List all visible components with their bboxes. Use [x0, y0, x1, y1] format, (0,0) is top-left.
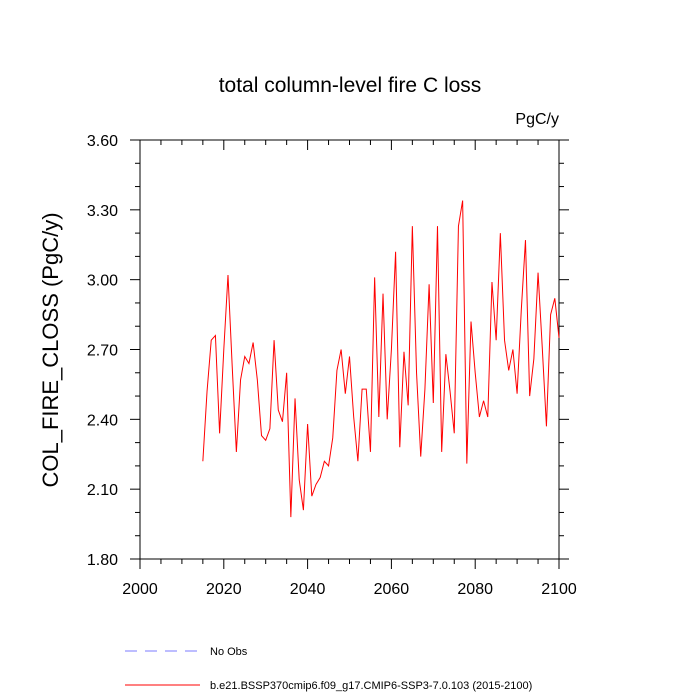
y-tick-label: 3.30 [87, 203, 118, 220]
y-axis-label: COL_FIRE_CLOSS (PgC/y) [38, 212, 63, 487]
legend-label: No Obs [210, 646, 248, 658]
series-line [202, 200, 560, 518]
y-tick-label: 2.10 [87, 482, 118, 499]
y-tick-label: 3.00 [87, 273, 118, 290]
x-tick-label: 2020 [206, 581, 242, 598]
y-tick-label: 2.70 [87, 343, 118, 360]
x-tick-label: 2080 [457, 581, 493, 598]
axis-tick-labels: 2000 2020 2040 2060 2080 2100 1.80 2.10 2.40 2.70… [87, 133, 577, 598]
y-tick-label: 3.60 [87, 133, 118, 150]
series-layer [202, 200, 560, 518]
x-tick-label: 2060 [374, 581, 410, 598]
units-label: PgC/y [515, 111, 559, 128]
plot-frame [139, 139, 560, 560]
x-tick-label: 2000 [122, 581, 158, 598]
chart-title: total column-level fire C loss [219, 74, 482, 97]
x-tick-label: 2040 [290, 581, 326, 598]
y-tick-label: 2.40 [87, 412, 118, 429]
axis-ticks [130, 139, 569, 569]
x-tick-label: 2100 [541, 581, 577, 598]
legend-label: b.e21.BSSP370cmip6.f09_g17.CMIP6-SSP3-7.… [210, 680, 532, 692]
legend: No Obs b.e21.BSSP370cmip6.f09_g17.CMIP6-S… [125, 646, 532, 692]
y-tick-label: 1.80 [87, 552, 118, 569]
